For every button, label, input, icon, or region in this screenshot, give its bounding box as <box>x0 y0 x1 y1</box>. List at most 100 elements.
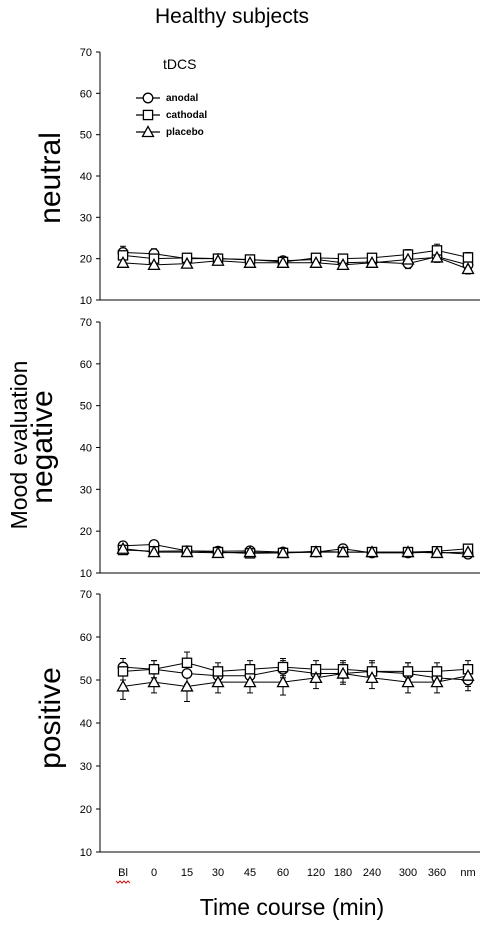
point-placebo <box>365 671 379 683</box>
x-tick-label: Bl <box>118 867 128 879</box>
point-placebo <box>309 255 323 268</box>
point-placebo <box>430 250 444 263</box>
x-tick-label: 180 <box>334 867 352 879</box>
point-placebo <box>461 668 475 681</box>
series-line-cathodal <box>122 249 469 263</box>
y-tick-label: 60 <box>80 632 92 644</box>
x-tick-label: 30 <box>212 867 224 879</box>
panel-neutral: 10 20 30 40 50 60 70 <box>80 47 480 307</box>
point-placebo <box>461 545 475 558</box>
panel-label-positive: positive <box>34 667 67 769</box>
y-tick-label: 20 <box>80 804 92 816</box>
y-tick-label: 10 <box>80 295 92 307</box>
y-tick-label: 50 <box>80 401 92 413</box>
panel-positive: 10 20 30 40 50 60 70 <box>80 589 480 859</box>
point-cathodal <box>117 666 129 677</box>
point-placebo <box>401 545 415 558</box>
legend-label-placebo: placebo <box>166 127 204 138</box>
point-placebo <box>401 675 415 688</box>
point-placebo <box>276 675 290 688</box>
chart-title: Healthy subjects <box>155 5 309 28</box>
point-cathodal <box>244 664 256 675</box>
point-placebo <box>243 675 257 688</box>
point-placebo <box>180 545 194 558</box>
point-placebo <box>147 675 161 688</box>
point-cathodal <box>402 666 414 677</box>
point-placebo <box>211 675 225 688</box>
x-tick-label: 60 <box>277 867 289 879</box>
x-tick-label: 300 <box>399 867 417 879</box>
x-tick-label: 0 <box>151 867 157 879</box>
series-line-placebo <box>122 673 469 687</box>
y-tick-label: 40 <box>80 718 92 730</box>
legend-label-anodal: anodal <box>166 93 198 104</box>
y-tick-label: 40 <box>80 443 92 455</box>
point-placebo <box>180 679 194 692</box>
series-line-cathodal <box>122 662 469 672</box>
x-tick-label: 45 <box>244 867 256 879</box>
y-tick-label: 70 <box>80 317 92 329</box>
point-placebo <box>365 545 379 558</box>
point-cathodal <box>431 666 443 677</box>
point-placebo <box>430 675 444 688</box>
legend-marker-cathodal <box>142 109 154 121</box>
y-tick-label: 30 <box>80 761 92 773</box>
point-cathodal <box>462 252 474 263</box>
point-placebo <box>243 545 257 558</box>
point-cathodal <box>181 657 193 669</box>
point-placebo <box>276 546 290 559</box>
y-tick-label: 60 <box>80 88 92 100</box>
y-tick-label: 20 <box>80 526 92 538</box>
x-axis-label: Time course (min) <box>200 894 384 920</box>
point-placebo <box>336 258 350 271</box>
point-cathodal <box>212 666 224 677</box>
legend-label-cathodal: cathodal <box>166 110 207 121</box>
legend-title: tDCS <box>163 56 196 72</box>
point-placebo <box>461 262 475 275</box>
x-tick-label: 120 <box>307 867 325 879</box>
point-placebo <box>309 545 323 558</box>
spellcheck-underline <box>115 880 131 884</box>
y-tick-label: 40 <box>80 171 92 183</box>
point-anodal <box>181 668 193 680</box>
legend: tDCS anodal cathodal placebo <box>136 56 207 138</box>
y-tick-label: 70 <box>80 589 92 601</box>
point-placebo <box>336 545 350 558</box>
y-tick-label: 50 <box>80 130 92 142</box>
point-placebo <box>180 256 194 269</box>
point-placebo <box>147 545 161 558</box>
y-tick-label: 60 <box>80 359 92 371</box>
point-placebo <box>336 666 350 679</box>
panel-label-negative: negative <box>26 390 59 503</box>
point-placebo <box>243 255 257 268</box>
x-tick-label: 15 <box>181 867 193 879</box>
y-tick-label: 10 <box>80 847 92 859</box>
point-placebo <box>430 546 444 559</box>
series-line-placebo <box>122 256 469 270</box>
x-tick-labels: Bl 0 15 30 45 60 120 180 240 300 360 nm <box>115 867 476 884</box>
point-placebo <box>116 255 130 268</box>
panel-label-neutral: neutral <box>34 132 67 224</box>
point-placebo <box>211 546 225 559</box>
point-placebo <box>147 258 161 271</box>
y-tick-label: 30 <box>80 484 92 496</box>
x-tick-label: nm <box>460 867 475 879</box>
point-cathodal <box>148 664 160 675</box>
y-tick-label: 50 <box>80 675 92 687</box>
legend-marker-placebo <box>141 125 155 138</box>
y-tick-label: 30 <box>80 212 92 224</box>
y-tick-label: 20 <box>80 254 92 266</box>
x-tick-label: 360 <box>428 867 446 879</box>
point-placebo <box>401 252 415 265</box>
series-line-anodal <box>122 666 469 681</box>
point-placebo <box>211 253 225 266</box>
legend-marker-anodal <box>142 92 154 104</box>
point-placebo <box>116 541 130 554</box>
point-placebo <box>365 255 379 268</box>
y-tick-label: 70 <box>80 47 92 59</box>
y-tick-label: 10 <box>80 568 92 580</box>
point-placebo <box>309 671 323 683</box>
x-tick-label: 240 <box>363 867 381 879</box>
point-placebo <box>276 255 290 268</box>
point-placebo <box>116 679 130 692</box>
